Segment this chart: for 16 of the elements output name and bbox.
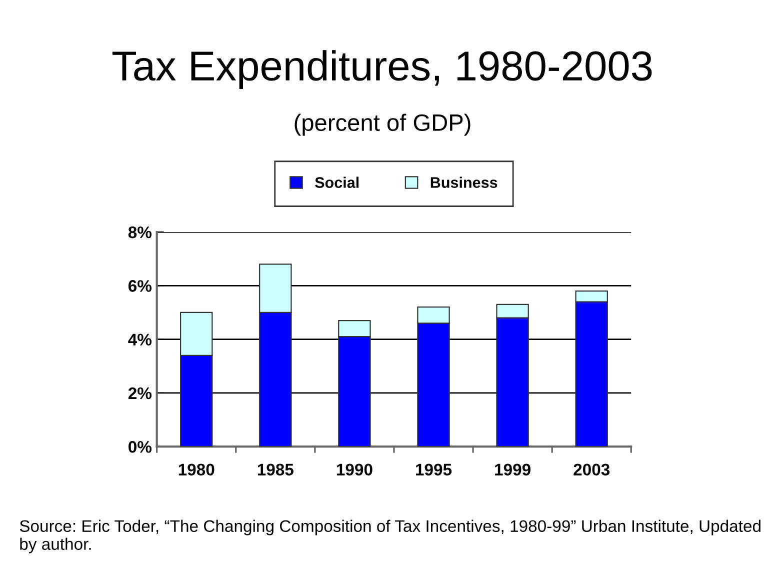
y-tick-label: 8% xyxy=(128,226,152,238)
x-tick-label: 1995 xyxy=(416,464,452,476)
x-tick-label: 1985 xyxy=(258,464,294,476)
y-tick-label: 4% xyxy=(128,334,152,346)
y-tick-label: 2% xyxy=(128,387,152,400)
y-tick-label: 0% xyxy=(128,441,152,453)
legend-label: Social xyxy=(315,176,359,188)
source-note: Source: Eric Toder, “The Changing Composition of Tax Incentives, 1980-99” Urban Institute, Updated by author. xyxy=(20,520,760,554)
y-tick-label: 6% xyxy=(128,280,152,292)
chart-subtitle: (percent of GDP) xyxy=(294,114,470,136)
x-tick-label: 1990 xyxy=(336,464,372,476)
x-tick-label: 1999 xyxy=(495,464,530,476)
x-tick-label: 2003 xyxy=(574,464,610,476)
x-tick-label: 1980 xyxy=(178,464,214,476)
legend-label: Business xyxy=(430,176,498,188)
chart-title: Tax Expenditures, 1980-2003 xyxy=(112,50,652,90)
